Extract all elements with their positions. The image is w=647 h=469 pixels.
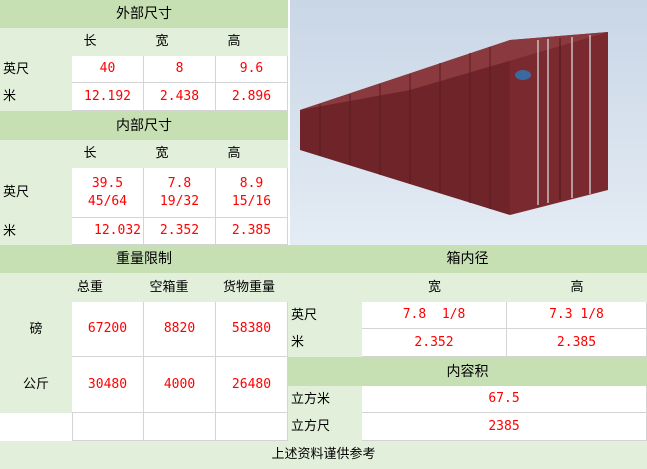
cell: 12.032 [72, 218, 144, 245]
row-label: 米 [288, 329, 362, 357]
cell: 7.8 1/8 [362, 302, 507, 329]
cell: 2.352 [144, 218, 216, 245]
row-label: 英尺 [0, 56, 72, 83]
row-label: 立方米 [288, 386, 362, 413]
cell: 2.896 [216, 83, 288, 111]
cell: 2.385 [216, 218, 288, 245]
row-label: 米 [0, 83, 72, 111]
col-width: 宽 [155, 146, 169, 161]
cell: 8820 [144, 302, 216, 357]
empty-cell [144, 413, 216, 441]
col-payload: 货物重量 [222, 279, 275, 295]
col-height: 高 [570, 279, 584, 295]
cell: 9.6 [216, 56, 288, 83]
row-label: 英尺 [288, 302, 362, 329]
external-col-header [0, 28, 288, 56]
col-length: 长 [83, 146, 97, 161]
col-height: 高 [227, 34, 241, 49]
col-width: 宽 [427, 279, 441, 295]
cell: 67200 [72, 302, 144, 357]
cell: 2.352 [362, 329, 507, 357]
cell: 12.192 [72, 83, 144, 111]
cell: 4000 [144, 357, 216, 413]
external-title: 外部尺寸 [0, 0, 288, 28]
row-label: 英尺 [0, 168, 72, 218]
cell: 2.438 [144, 83, 216, 111]
col-height: 高 [227, 146, 241, 161]
internal-title: 内部尺寸 [0, 111, 288, 140]
volume-title: 内容积 [288, 357, 647, 386]
cell: 26480 [216, 357, 288, 413]
row-label: 立方尺 [288, 413, 362, 441]
col-length: 长 [83, 34, 97, 49]
cell: 8 [144, 56, 216, 83]
cell: 58380 [216, 302, 288, 357]
row-label: 米 [0, 218, 72, 245]
cell: 2.385 [507, 329, 647, 357]
weight-col-header [0, 273, 288, 302]
row-label: 磅 [29, 321, 43, 337]
cell: 40 [72, 56, 144, 83]
cell: 7.3 1/8 [507, 302, 647, 329]
cell: 67.5 [362, 386, 647, 413]
col-tare: 空箱重 [149, 279, 189, 295]
cell: 7.8 19/32 [144, 168, 216, 218]
col-width: 宽 [155, 34, 169, 49]
empty-cell [216, 413, 288, 441]
container-photo [290, 0, 647, 245]
footer-note: 上述资料谨供参考 [0, 441, 647, 469]
door-title: 箱内径 [288, 245, 647, 273]
cell: 8.9 15/16 [216, 168, 288, 218]
weight-title: 重量限制 [0, 245, 288, 273]
internal-col-header [0, 140, 288, 168]
cell: 30480 [72, 357, 144, 413]
row-label: 公斤 [22, 377, 49, 392]
cell: 2385 [362, 413, 647, 441]
door-col-header [288, 273, 647, 302]
col-gross: 总重 [76, 279, 103, 295]
weight-label-bg [0, 302, 72, 413]
cell: 39.5 45/64 [72, 168, 144, 218]
empty-cell [72, 413, 144, 441]
